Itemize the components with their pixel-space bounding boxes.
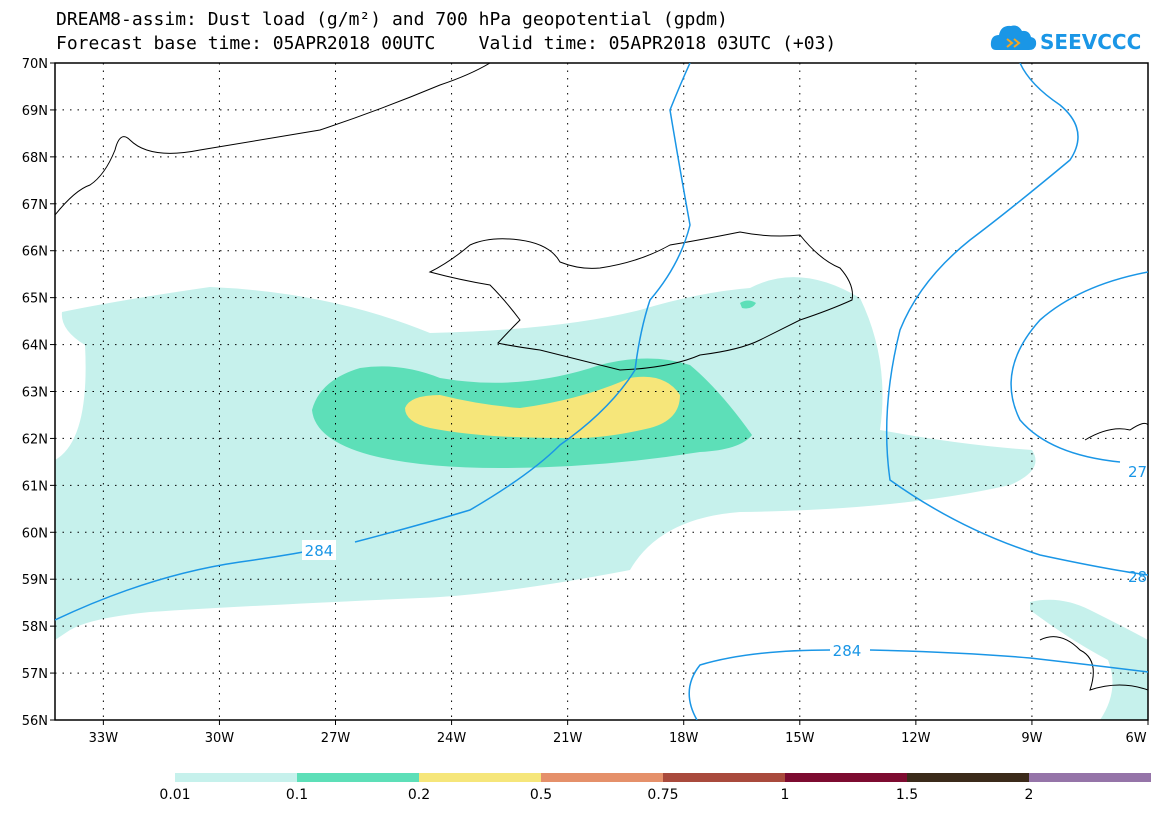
colorbar-label: 2	[1024, 787, 1034, 803]
geopotential-contours	[55, 63, 1148, 720]
colorbar-label: 0.5	[529, 787, 553, 803]
colorbar-label: 1	[780, 787, 790, 803]
contour-label-284-west: 284	[305, 542, 334, 560]
lat-label: 70N	[22, 57, 48, 72]
lon-label: 6W	[1125, 731, 1146, 746]
dust-area-0.1-small	[740, 300, 756, 309]
contour-east	[885, 63, 1148, 576]
colorbar-label: 0.1	[285, 787, 309, 803]
greenland-coast	[55, 63, 491, 216]
lon-label: 9W	[1021, 731, 1042, 746]
colorbar-segment	[907, 773, 1029, 782]
lat-label: 60N	[22, 526, 48, 541]
lat-label: 63N	[22, 386, 48, 401]
contour-label-284-south: 284	[833, 642, 862, 660]
lon-label: 24W	[437, 731, 467, 746]
colorbar-label: 0.01	[159, 787, 191, 803]
contour-ne	[1010, 271, 1148, 463]
contour-south	[688, 649, 1148, 720]
map-title-line2: Forecast base time: 05APR2018 00UTC Vali…	[56, 33, 837, 54]
lat-label: 67N	[22, 198, 48, 213]
lat-label: 61N	[22, 479, 48, 494]
colorbar-segment	[663, 773, 785, 782]
lon-label: 15W	[785, 731, 815, 746]
lon-label: 18W	[669, 731, 699, 746]
lat-label: 69N	[22, 104, 48, 119]
lat-label: 56N	[22, 714, 48, 729]
lon-label: 27W	[321, 731, 351, 746]
lon-label: 33W	[89, 731, 119, 746]
colorbar-segment	[419, 773, 541, 782]
colorbar-segment	[297, 773, 419, 782]
contour-label-28: 28	[1128, 568, 1147, 586]
iceland-coast	[428, 231, 853, 371]
contour-label-27: 27	[1128, 463, 1147, 481]
lon-label: 30W	[205, 731, 235, 746]
dust-area-0.2	[405, 376, 680, 439]
colorbar-segment	[1029, 773, 1151, 782]
lon-label: 21W	[553, 731, 583, 746]
lat-label: 58N	[22, 620, 48, 635]
lat-label: 64N	[22, 339, 48, 354]
map-title-line1: DREAM8-assim: Dust load (g/m²) and 700 h…	[56, 9, 728, 30]
seevccc-logo: SEEVCCC	[990, 25, 1141, 54]
colorbar-label: 0.75	[647, 787, 679, 803]
lat-label: 57N	[22, 667, 48, 682]
dust-area-0.01-south	[1030, 599, 1148, 720]
colorbar-segment	[175, 773, 297, 782]
lat-label: 65N	[22, 292, 48, 307]
graticule	[55, 63, 1148, 720]
colorbar-segment	[541, 773, 663, 782]
lat-label: 59N	[22, 573, 48, 588]
contour-284-main	[55, 63, 691, 621]
lat-label: 68N	[22, 151, 48, 166]
colorbar-segment	[785, 773, 907, 782]
contour-label-bg	[830, 641, 864, 659]
contour-label-bg	[302, 540, 336, 560]
lon-labels: 33W 30W 27W 24W 21W 18W 15W 12W 9W 6W	[89, 720, 1149, 746]
logo-text: SEEVCCC	[1040, 30, 1141, 54]
colorbar	[175, 773, 1151, 782]
lon-label: 12W	[901, 731, 931, 746]
colorbar-label: 0.2	[407, 787, 431, 803]
lat-label: 62N	[22, 432, 48, 447]
lat-labels: 70N 69N 68N 67N 66N 65N 64N 63N 62N 61N 60N 59N 58N 5…	[22, 57, 55, 729]
lat-label: 66N	[22, 245, 48, 260]
colorbar-label: 1.5	[895, 787, 919, 803]
